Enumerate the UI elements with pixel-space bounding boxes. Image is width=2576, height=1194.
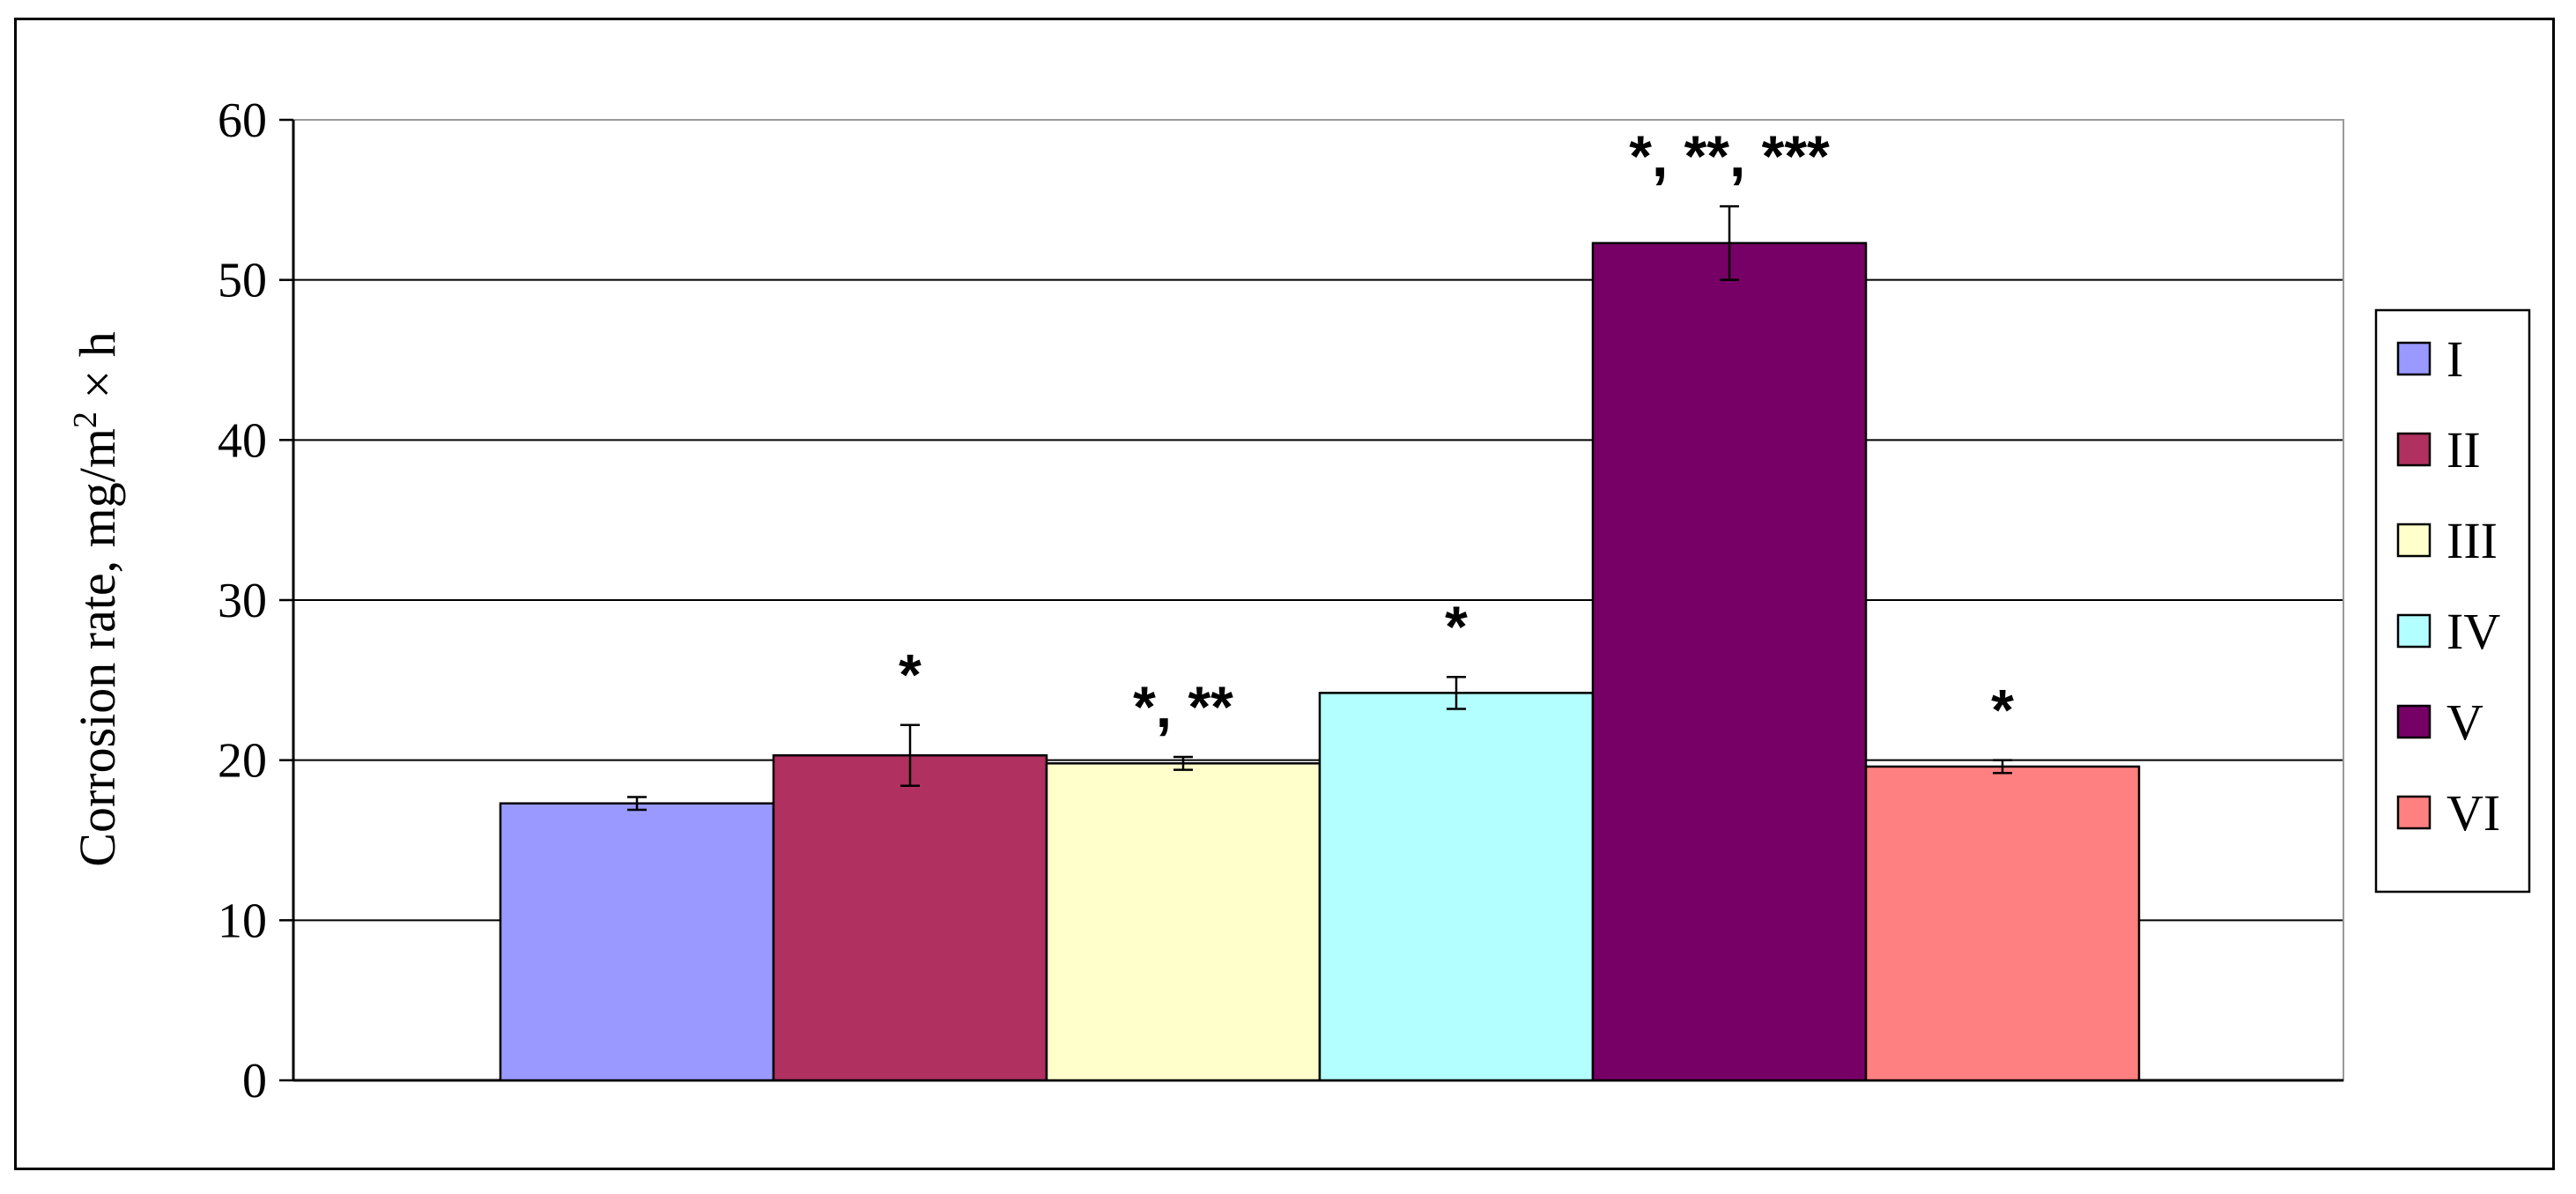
legend-box — [2374, 308, 2531, 894]
error-bars — [627, 204, 2012, 812]
annotation-III: *, ** — [1133, 674, 1233, 739]
y-tick-label: 40 — [218, 413, 267, 468]
error-bar-V — [1720, 204, 1739, 281]
legend-swatch-IV — [2396, 613, 2432, 649]
bar-V — [1591, 241, 1868, 1082]
bar-II — [772, 753, 1048, 1082]
y-axis-title-suffix: × h — [69, 331, 126, 412]
annotation-VI: * — [1991, 678, 2014, 743]
y-tick-label: 20 — [218, 734, 267, 789]
y-axis-title-main: Corrosion rate, mg/m — [69, 428, 126, 867]
annotation-IV: * — [1445, 594, 1468, 659]
y-tick-label: 10 — [218, 894, 267, 948]
legend-swatch-VI — [2396, 795, 2432, 830]
legend-label-II: II — [2446, 421, 2481, 478]
bar-IV — [1318, 692, 1595, 1082]
annotation-V: *, **, *** — [1629, 123, 1830, 189]
legend-label-I: I — [2446, 330, 2463, 388]
significance-annotations: * *, ** * *, **, *** * — [899, 123, 2014, 743]
bar-I — [499, 802, 775, 1082]
bar-III — [1045, 762, 1321, 1082]
error-bar-II — [900, 723, 920, 787]
legend-swatch-II — [2396, 432, 2432, 467]
legend-swatch-V — [2396, 704, 2432, 739]
error-bar-III — [1173, 755, 1193, 771]
y-tick-label: 0 — [242, 1054, 267, 1109]
error-bar-VI — [1993, 759, 2012, 775]
error-bar-I — [627, 796, 647, 812]
legend-label-III: III — [2446, 512, 2498, 569]
legend-swatch-I — [2396, 341, 2432, 376]
legend-label-V: V — [2446, 693, 2483, 751]
y-axis-title: Corrosion rate, mg/m2 × h — [67, 331, 126, 866]
error-bar-IV — [1447, 675, 1466, 710]
bars — [499, 241, 2141, 1082]
y-tick-label: 60 — [218, 93, 267, 148]
legend-label-VI: VI — [2446, 784, 2500, 842]
y-tick-label: 50 — [218, 254, 267, 308]
legend-swatch-III — [2396, 523, 2432, 558]
annotation-II: * — [899, 642, 922, 708]
y-axis-title-exponent: 2 — [67, 412, 104, 428]
legend-label-IV: IV — [2446, 603, 2500, 660]
bar-VI — [1864, 765, 2141, 1082]
y-tick-label: 30 — [218, 574, 267, 628]
